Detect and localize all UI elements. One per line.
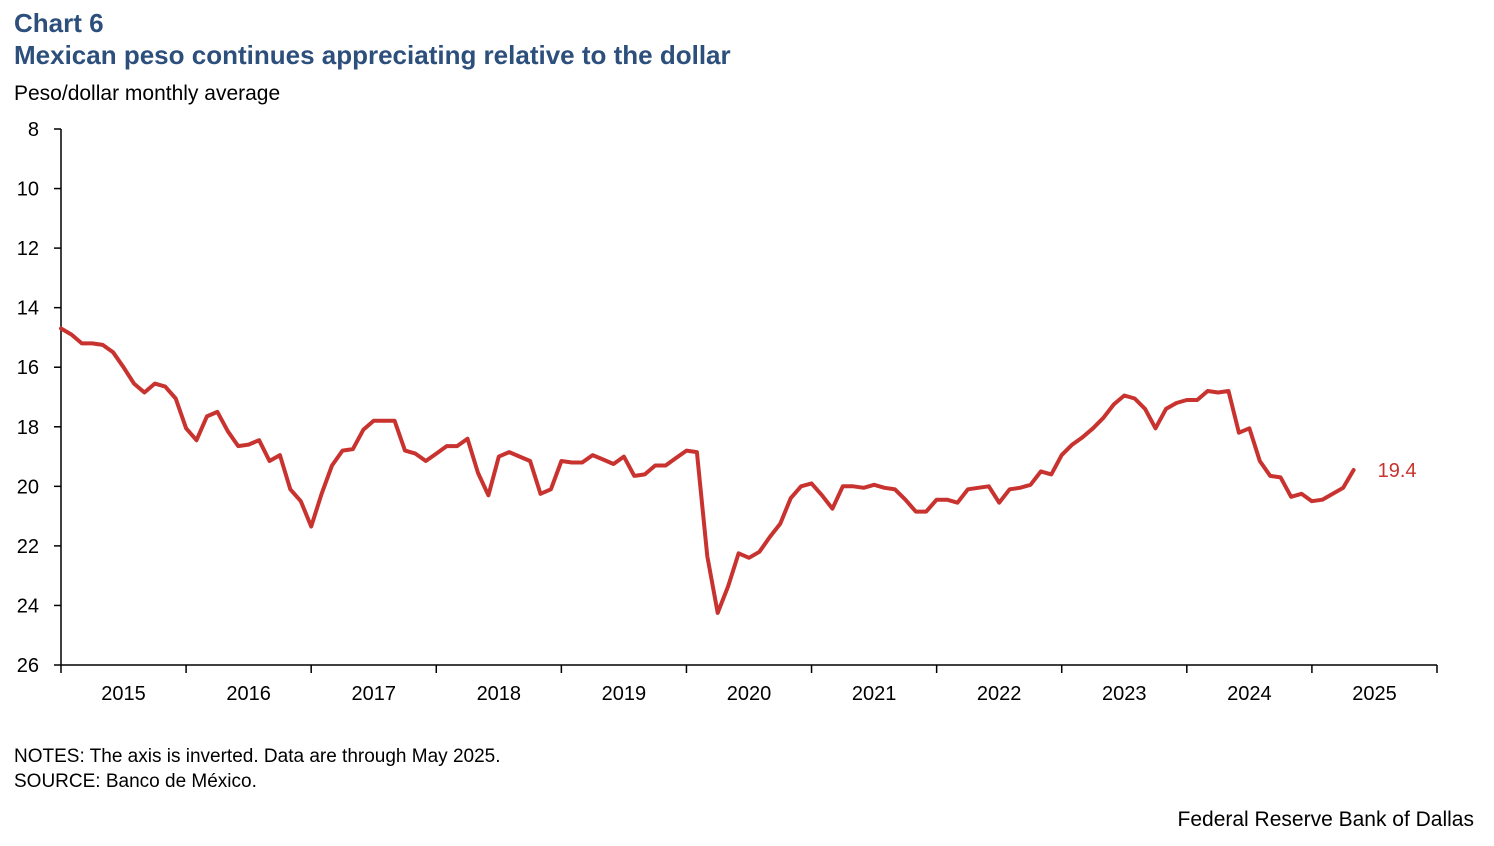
x-tick-label: 2017 (351, 683, 396, 705)
y-tick-label: 22 (17, 536, 39, 558)
notes: NOTES: The axis is inverted. Data are th… (14, 744, 501, 794)
x-tick-label: 2019 (602, 683, 647, 705)
x-tick-label: 2015 (101, 683, 146, 705)
y-tick-label: 8 (28, 119, 39, 141)
chart-title: Mexican peso continues appreciating rela… (14, 40, 731, 70)
y-tick-label: 16 (17, 357, 39, 379)
end-value-label: 19.4 (1378, 460, 1417, 482)
chart-subtitle: Peso/dollar monthly average (14, 82, 281, 105)
notes-text: NOTES: The axis is inverted. Data are th… (14, 746, 501, 767)
credit: Federal Reserve Bank of Dallas (1177, 808, 1474, 831)
y-tick-label: 12 (17, 238, 39, 260)
series-line (59, 326, 1356, 615)
x-axis: 2015 2016 2017 2018 2019 2020 2021 2022 2023 2024… (60, 664, 1438, 705)
y-tick-label: 20 (17, 476, 39, 498)
y-tick-label: 26 (17, 655, 39, 677)
series-group: 19.4 (59, 326, 1417, 615)
x-tick-label: 2018 (477, 683, 522, 705)
y-tick-label: 10 (17, 179, 39, 201)
x-tick-label: 2021 (852, 683, 897, 705)
chart-number: Chart 6 (14, 8, 104, 38)
y-tick-label: 14 (17, 298, 39, 320)
source-text: SOURCE: Banco de México. (14, 771, 257, 792)
y-axis: 8 10 12 14 16 18 20 22 24 26 (17, 119, 62, 677)
y-tick-label: 24 (17, 595, 39, 617)
y-tick-label: 18 (17, 417, 39, 439)
x-tick-label: 2024 (1227, 683, 1272, 705)
x-tick-label: 2025 (1352, 683, 1397, 705)
x-tick-label: 2020 (727, 683, 772, 705)
x-tick-label: 2022 (977, 683, 1022, 705)
x-tick-label: 2016 (226, 683, 271, 705)
x-tick-label: 2023 (1102, 683, 1147, 705)
